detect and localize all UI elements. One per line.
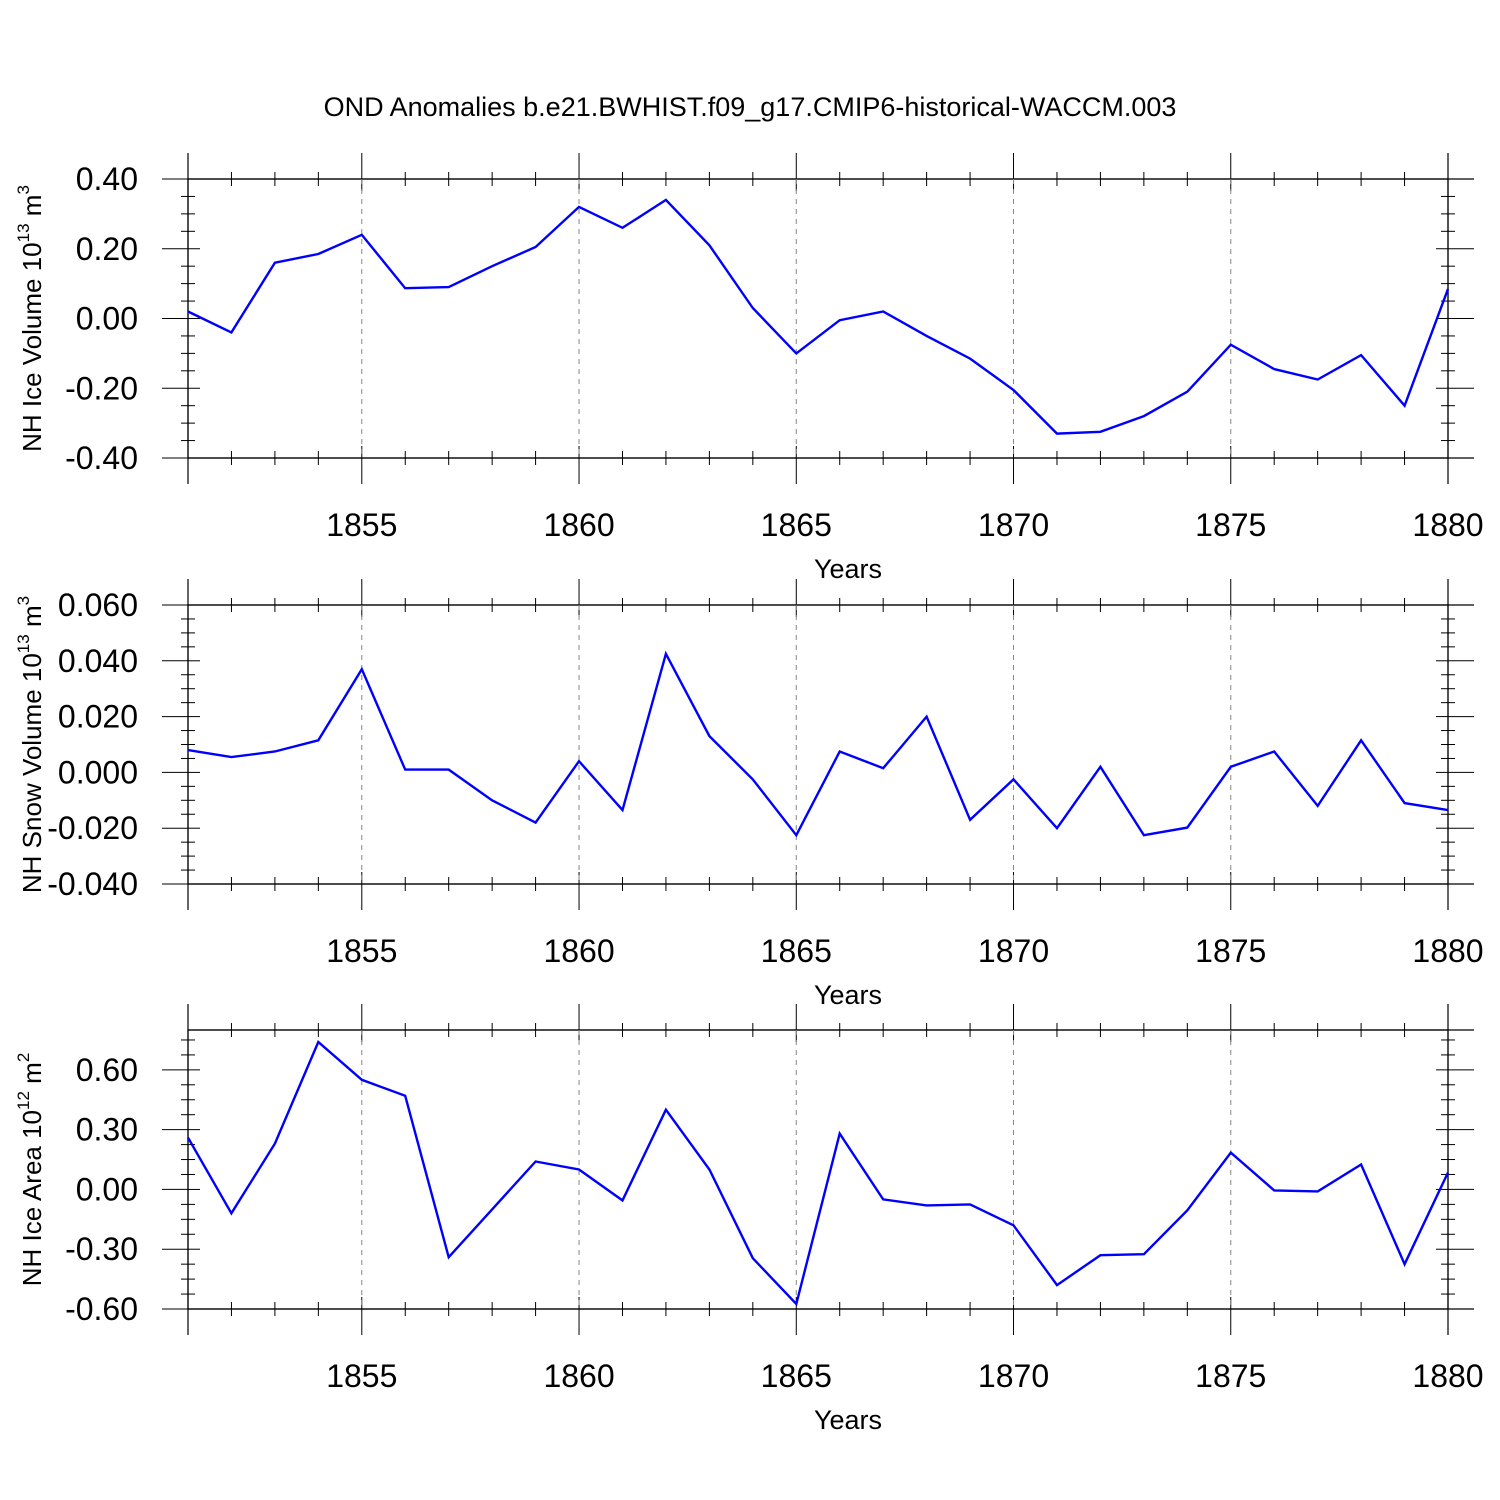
x-tick-label: 1860	[543, 507, 614, 543]
x-tick-label: 1855	[326, 933, 397, 969]
y-tick-label: -0.020	[47, 810, 138, 846]
x-tick-label: 1865	[761, 933, 832, 969]
x-tick-label: 1875	[1195, 1358, 1266, 1394]
x-tick-label: 1875	[1195, 507, 1266, 543]
x-tick-label: 1860	[543, 1358, 614, 1394]
y-tick-label: -0.040	[47, 866, 138, 902]
y-tick-label: 0.040	[58, 643, 138, 679]
y-tick-label: -0.30	[65, 1231, 138, 1267]
x-tick-label: 1860	[543, 933, 614, 969]
y-tick-label: 0.060	[58, 587, 138, 623]
y-tick-label: 0.00	[76, 1171, 138, 1207]
x-tick-label: 1865	[761, 507, 832, 543]
plot-frame	[187, 178, 1449, 459]
x-axis-label: Years	[814, 980, 882, 1010]
x-tick-label: 1855	[326, 507, 397, 543]
x-tick-label: 1870	[978, 1358, 1049, 1394]
series-line	[187, 198, 1450, 435]
series-line	[187, 650, 1449, 838]
series-line	[186, 1040, 1450, 1307]
panel-ice-volume: 1855 1860 1865 1870 1875 1880 Years -0.40 -0.20 0…	[14, 153, 1484, 584]
y-axis-label: NH Snow Volume 1013 m3	[14, 596, 47, 893]
y-tick-label: 0.40	[76, 161, 138, 197]
x-tick-label: 1875	[1195, 933, 1266, 969]
figure-title: OND Anomalies b.e21.BWHIST.f09_g17.CMIP6…	[324, 92, 1177, 122]
panel-snow-volume: 1855 1860 1865 1870 1875 1880 Years -0.040 -0.02…	[14, 579, 1484, 1010]
y-tick-label: -0.20	[65, 370, 138, 406]
panel-ice-area: 1855 1860 1865 1870 1875 1880 Years -0.60 -0.30 0…	[14, 1004, 1484, 1435]
x-axis-label: Years	[814, 554, 882, 584]
plot-frame	[187, 1029, 1449, 1310]
y-axis-label: NH Ice Area 1012 m2	[14, 1053, 47, 1287]
y-tick-label: 0.020	[58, 699, 138, 735]
y-tick-label: -0.40	[65, 440, 138, 476]
x-tick-label: 1855	[326, 1358, 397, 1394]
y-tick-label: 0.000	[58, 754, 138, 790]
y-tick-label: 0.00	[76, 301, 138, 337]
y-tick-label: -0.60	[65, 1291, 138, 1327]
x-tick-label: 1880	[1412, 1358, 1483, 1394]
x-tick-label: 1880	[1412, 507, 1483, 543]
y-tick-label: 0.20	[76, 231, 138, 267]
plot-frame	[187, 604, 1449, 885]
x-tick-label: 1880	[1412, 933, 1483, 969]
x-tick-label: 1870	[978, 933, 1049, 969]
x-axis-label: Years	[814, 1405, 882, 1435]
y-axis-label: NH Ice Volume 1013 m3	[14, 185, 47, 452]
x-tick-label: 1870	[978, 507, 1049, 543]
y-tick-label: 0.30	[76, 1112, 138, 1148]
y-tick-label: 0.60	[76, 1052, 138, 1088]
x-tick-label: 1865	[761, 1358, 832, 1394]
